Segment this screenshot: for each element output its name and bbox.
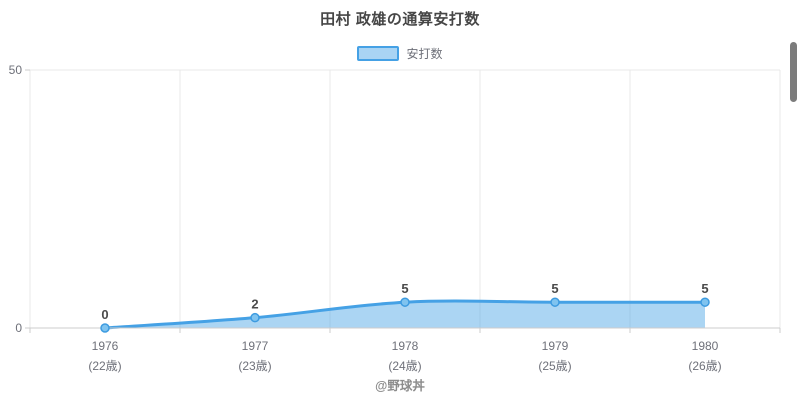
x-tick-year-label: 1979 [542,339,569,353]
scrollbar-thumb[interactable] [790,42,797,102]
x-tick-year-label: 1978 [392,339,419,353]
point-value-label: 2 [251,297,258,312]
point-value-label: 0 [101,307,108,322]
data-point-1980[interactable] [700,297,710,307]
x-tick-year-label: 1977 [242,339,269,353]
chart-title: 田村 政雄の通算安打数 [320,11,480,28]
legend-swatch [357,45,400,61]
y-tick-label: 0 [15,321,22,335]
legend-item-hits[interactable]: 安打数 [0,45,800,61]
legend-label: 安打数 [406,46,443,61]
point-value-label: 5 [551,281,558,296]
point-value-label: 5 [401,281,408,296]
x-tick-year-label: 1976 [92,339,119,353]
data-point-1977[interactable] [250,312,260,323]
data-point-1976[interactable] [100,323,110,333]
data-point-1978[interactable] [400,297,410,307]
data-point-1979[interactable] [550,297,560,307]
footer-credit: @野球丼 [375,379,425,393]
x-tick-age-label: (22歳) [88,359,121,373]
point-value-label: 5 [701,281,708,296]
y-tick-label: 50 [9,63,23,77]
x-tick-age-label: (26歳) [688,359,721,373]
x-tick-age-label: (25歳) [538,359,571,373]
x-tick-age-label: (23歳) [238,359,271,373]
x-tick-age-label: (24歳) [388,359,421,373]
x-tick-year-label: 1980 [692,339,719,353]
